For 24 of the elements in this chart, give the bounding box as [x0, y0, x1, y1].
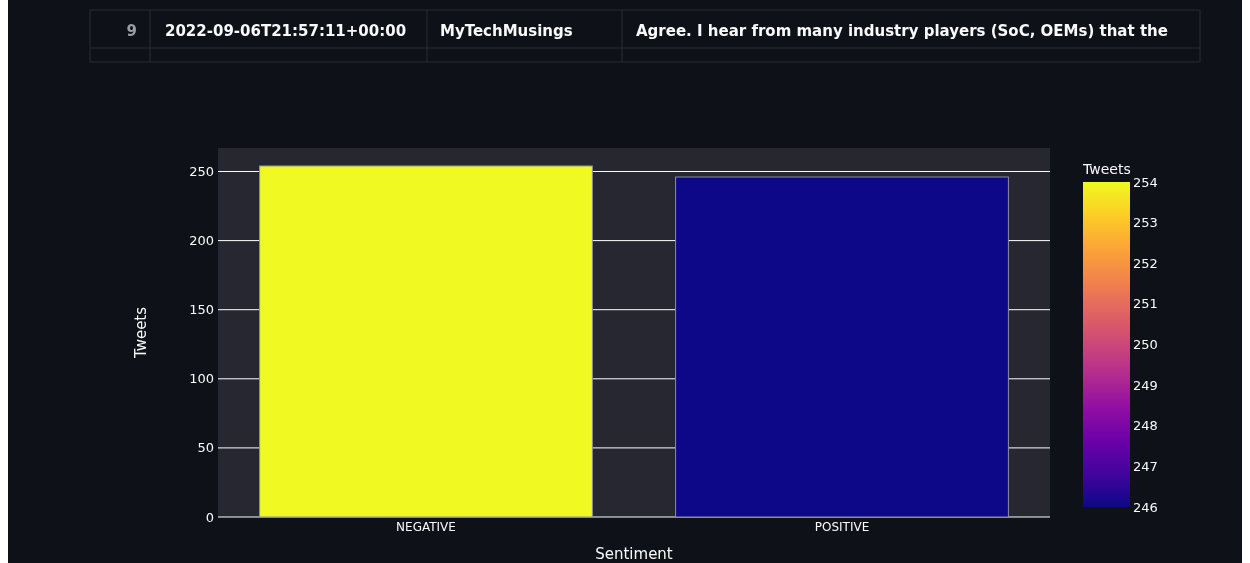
text: 9 [126, 22, 137, 40]
color-bar-label: 251 [1133, 296, 1158, 312]
text: MyTechMusings [440, 22, 573, 40]
color-bar-label: 252 [1133, 255, 1158, 271]
y-axis-title: Tweets [132, 306, 150, 360]
x-tick-label: NEGATIVE [396, 520, 456, 534]
x-axis-title: Sentiment [595, 545, 673, 563]
text: 2022-09-06T21:57:11+00:00 [165, 22, 407, 40]
text: Agree. I hear from many industry players (SoC, OEMs) that the [636, 22, 1168, 40]
y-tick-label: 0 [205, 509, 214, 525]
y-tick-label: 200 [189, 233, 214, 249]
color-bar-label: 249 [1133, 377, 1158, 393]
color-bar-title: Tweets [1082, 161, 1131, 177]
color-bar-label: 248 [1133, 418, 1158, 434]
x-tick-label: POSITIVE [814, 520, 870, 534]
color-bar-label: 246 [1133, 499, 1158, 515]
color-bar-label: 254 [1133, 174, 1158, 190]
color-bar-label: 250 [1133, 337, 1158, 353]
color-bar-label: 247 [1133, 458, 1158, 474]
y-tick-label: 250 [189, 164, 214, 180]
y-tick-label: 50 [197, 440, 214, 456]
y-tick-label: 100 [189, 371, 214, 387]
color-bar-label: 253 [1133, 215, 1158, 231]
y-tick-label: 150 [189, 302, 214, 318]
